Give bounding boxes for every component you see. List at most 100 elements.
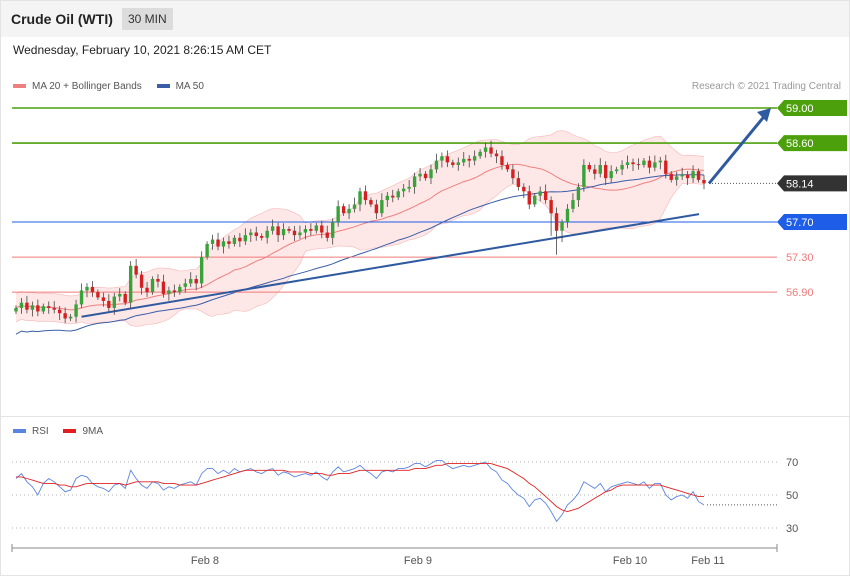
rsi-legend: RSI 9MA: [13, 426, 115, 437]
candle-body: [139, 274, 144, 288]
interval-selector[interactable]: 30 MIN: [122, 8, 173, 30]
candle-body: [221, 241, 226, 247]
rsi-level-label-50: 50: [786, 490, 798, 502]
x-tick-label: Feb 11: [691, 555, 724, 567]
candle-body: [118, 293, 122, 297]
candle-body: [374, 204, 379, 214]
candle-body: [276, 226, 280, 236]
candle-body: [260, 236, 264, 238]
candle-body: [380, 200, 384, 214]
candle-body: [369, 200, 373, 205]
candle-body: [243, 235, 248, 242]
candle-body: [418, 173, 422, 177]
candle-body: [614, 169, 619, 172]
rsi-ma-line: [16, 463, 704, 512]
candle-body: [123, 293, 127, 303]
candle-body: [516, 178, 521, 187]
candle-body: [680, 174, 684, 177]
legend-rsi[interactable]: RSI: [13, 426, 49, 437]
candle-body: [189, 279, 193, 284]
candle-body: [167, 290, 171, 294]
candle-body: [401, 188, 406, 192]
candle-body: [472, 156, 477, 161]
candle-body: [336, 206, 340, 222]
level-label-57.70: 57.70: [786, 217, 814, 229]
candle-body: [669, 173, 673, 180]
candle-body: [500, 156, 504, 165]
rsi-line: [15, 459, 705, 523]
candle-body: [172, 290, 177, 293]
rsi-ma-swatch: [63, 428, 77, 433]
candle-body: [658, 160, 663, 163]
candle-body: [79, 290, 84, 305]
rsi-swatch: [13, 428, 26, 433]
candle-body: [309, 229, 313, 231]
level-tag-59.00: [777, 100, 847, 116]
level-tag-58.60: [777, 135, 847, 152]
main-legend: MA 20 + Bollinger Bands MA 50: [13, 81, 216, 92]
candle-body: [527, 191, 531, 205]
x-tick-label: Feb 10: [613, 555, 647, 567]
candle-body: [36, 305, 40, 312]
candle-body: [522, 186, 526, 192]
candle-body: [238, 237, 242, 242]
candle-body: [150, 279, 155, 293]
bollinger-band-fill: [16, 130, 704, 327]
candle-body: [320, 225, 324, 233]
legend-ma50-label: MA 50: [175, 81, 204, 92]
candle-body: [609, 171, 613, 179]
candle-body: [554, 213, 559, 231]
candle-body: [363, 191, 368, 201]
legend-ma20[interactable]: MA 20 + Bollinger Bands: [13, 81, 142, 92]
candle-body: [74, 304, 78, 317]
level-label-57.30: 57.30: [786, 252, 814, 264]
candle-body: [385, 195, 389, 201]
candle-body: [467, 158, 471, 161]
candle-body: [664, 160, 668, 174]
candle-body: [451, 162, 455, 165]
legend-rsi-ma[interactable]: 9MA: [63, 426, 103, 437]
candle-body: [227, 241, 231, 244]
legend-ma50[interactable]: MA 50: [156, 81, 204, 92]
candle-body: [407, 186, 411, 189]
candle-body: [287, 229, 291, 231]
instrument-title: Crude Oil (WTI): [11, 11, 113, 27]
candle-body: [210, 239, 215, 244]
ma50-swatch: [156, 83, 170, 88]
candle-body: [161, 281, 166, 294]
candle-body: [281, 229, 286, 236]
candle-body: [462, 158, 466, 163]
candle-body: [19, 302, 24, 308]
candle-body: [68, 316, 73, 319]
candle-body: [325, 232, 329, 238]
candle-body: [41, 306, 45, 312]
candle-body: [30, 305, 35, 310]
rsi-level-label-70: 70: [786, 457, 798, 469]
candle-body: [298, 232, 302, 236]
candle-body: [593, 169, 597, 174]
candle-body: [494, 153, 499, 157]
candle-body: [391, 195, 395, 198]
candle-body: [631, 162, 635, 165]
candle-body: [249, 232, 253, 236]
level-label-59.00: 59.00: [786, 103, 814, 115]
candle-body: [625, 162, 630, 165]
candle-body: [52, 307, 56, 310]
candle-body: [604, 165, 608, 179]
candle-body: [702, 179, 706, 184]
candle-body: [156, 279, 160, 282]
candle-body: [101, 297, 106, 301]
candle-body: [647, 160, 652, 168]
candle-body: [341, 206, 346, 214]
candle-body: [412, 176, 417, 187]
candle-body: [642, 160, 646, 165]
level-tag-57.70: [777, 214, 847, 230]
candle-body: [63, 313, 67, 319]
candle-body: [270, 226, 275, 231]
candle-body: [47, 306, 51, 308]
candle-body: [685, 174, 690, 179]
level-tag-58.14: [777, 175, 847, 192]
candle-body: [183, 283, 187, 287]
